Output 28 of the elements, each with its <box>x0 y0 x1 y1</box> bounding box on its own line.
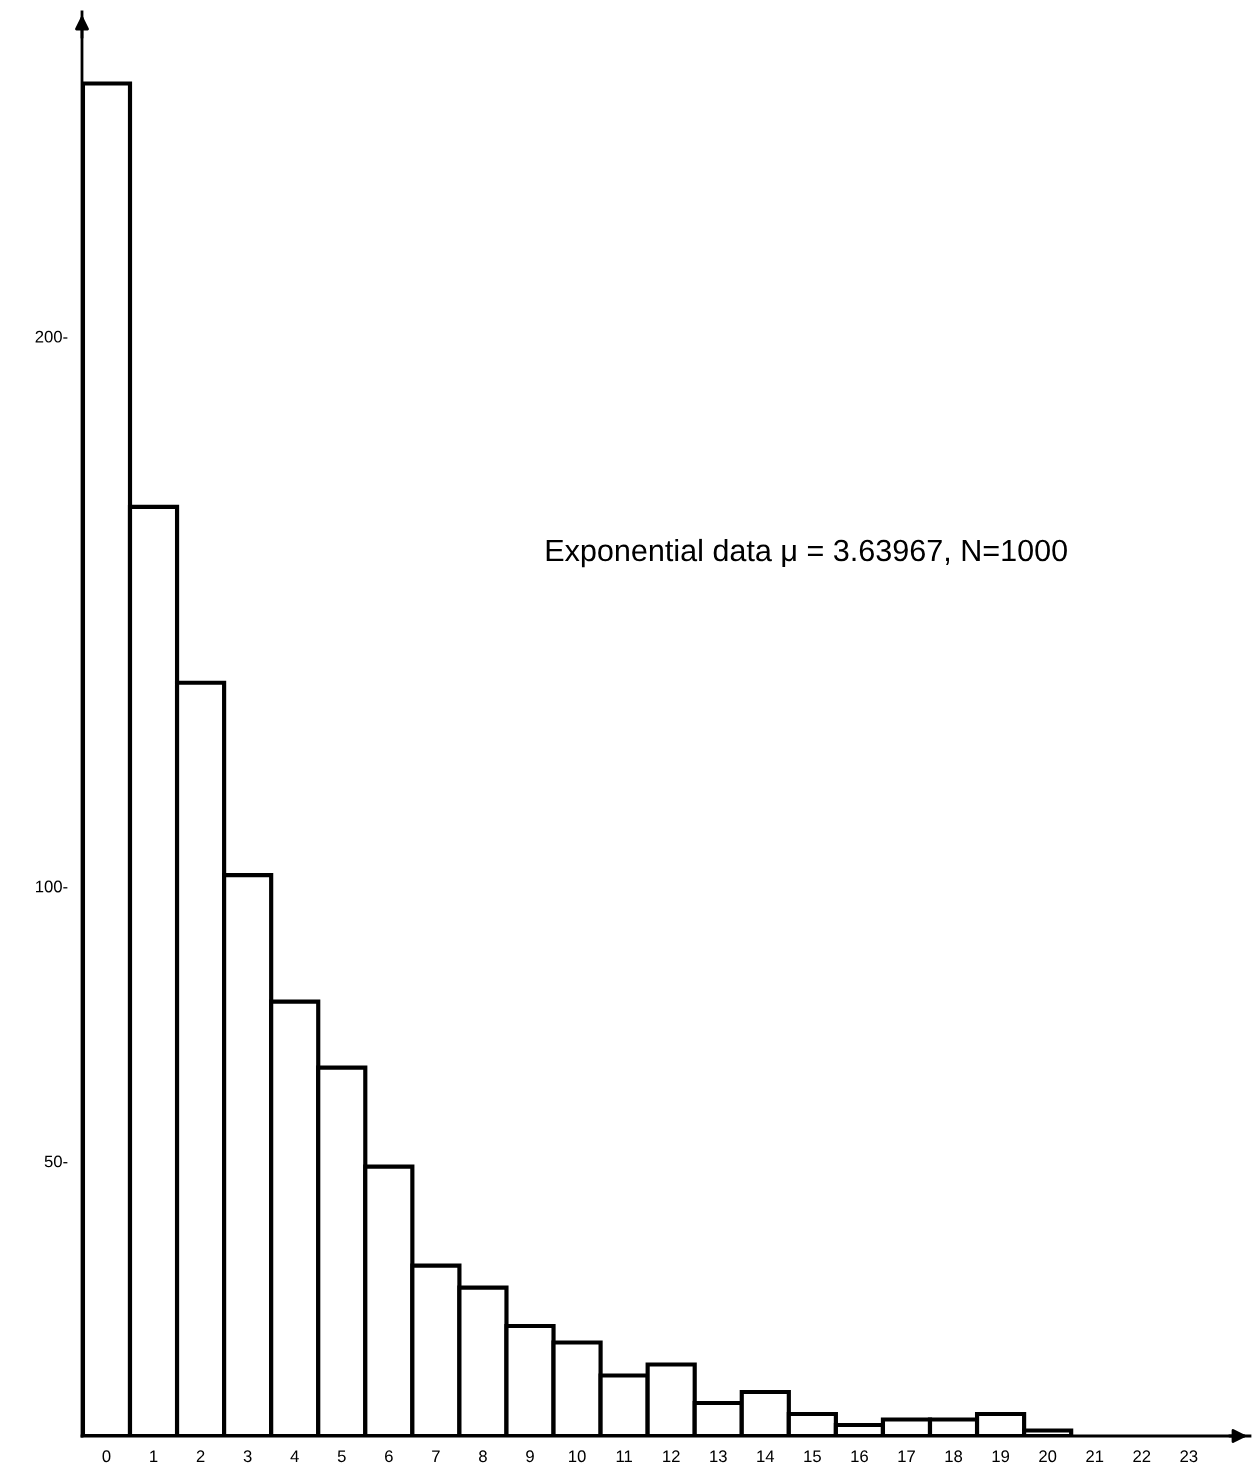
x-tick-label: 16 <box>851 1450 868 1463</box>
x-tick-label: 17 <box>898 1450 915 1462</box>
x-tick-label: 6 <box>385 1450 393 1463</box>
x-tick-label: 21 <box>1086 1450 1104 1462</box>
annotation: Exponential data μ = 3.63967, N=1000 <box>546 538 1067 568</box>
x-tick-label: 13 <box>710 1450 727 1463</box>
y-tick-label: 100- <box>36 880 68 893</box>
x-tick-label: 12 <box>663 1450 680 1462</box>
x-tick-label: 1 <box>150 1450 158 1462</box>
x-tick-label: 7 <box>432 1450 440 1462</box>
x-tick-label: 2 <box>196 1450 205 1462</box>
x-tick-label: 22 <box>1133 1450 1151 1462</box>
y-tick-label: 50- <box>44 1155 68 1168</box>
x-tick-label: 15 <box>804 1450 821 1463</box>
x-tick-label: 8 <box>479 1450 487 1463</box>
x-tick-label: 11 <box>616 1450 632 1462</box>
x-tick-label: 3 <box>243 1450 252 1463</box>
x-tick-label: 20 <box>1039 1450 1057 1463</box>
x-tick-label: 14 <box>757 1450 775 1462</box>
x-tick-label: 0 <box>102 1450 111 1463</box>
x-tick-label: 23 <box>1180 1450 1198 1463</box>
x-tick-label: 19 <box>992 1450 1010 1463</box>
x-tick-label: 10 <box>569 1450 586 1463</box>
y-tick-label: 200- <box>35 330 68 343</box>
x-tick-label: 5 <box>337 1450 346 1463</box>
x-tick-label: 4 <box>290 1450 299 1462</box>
x-tick-label: 18 <box>945 1450 963 1463</box>
x-tick-label: 9 <box>526 1450 534 1463</box>
